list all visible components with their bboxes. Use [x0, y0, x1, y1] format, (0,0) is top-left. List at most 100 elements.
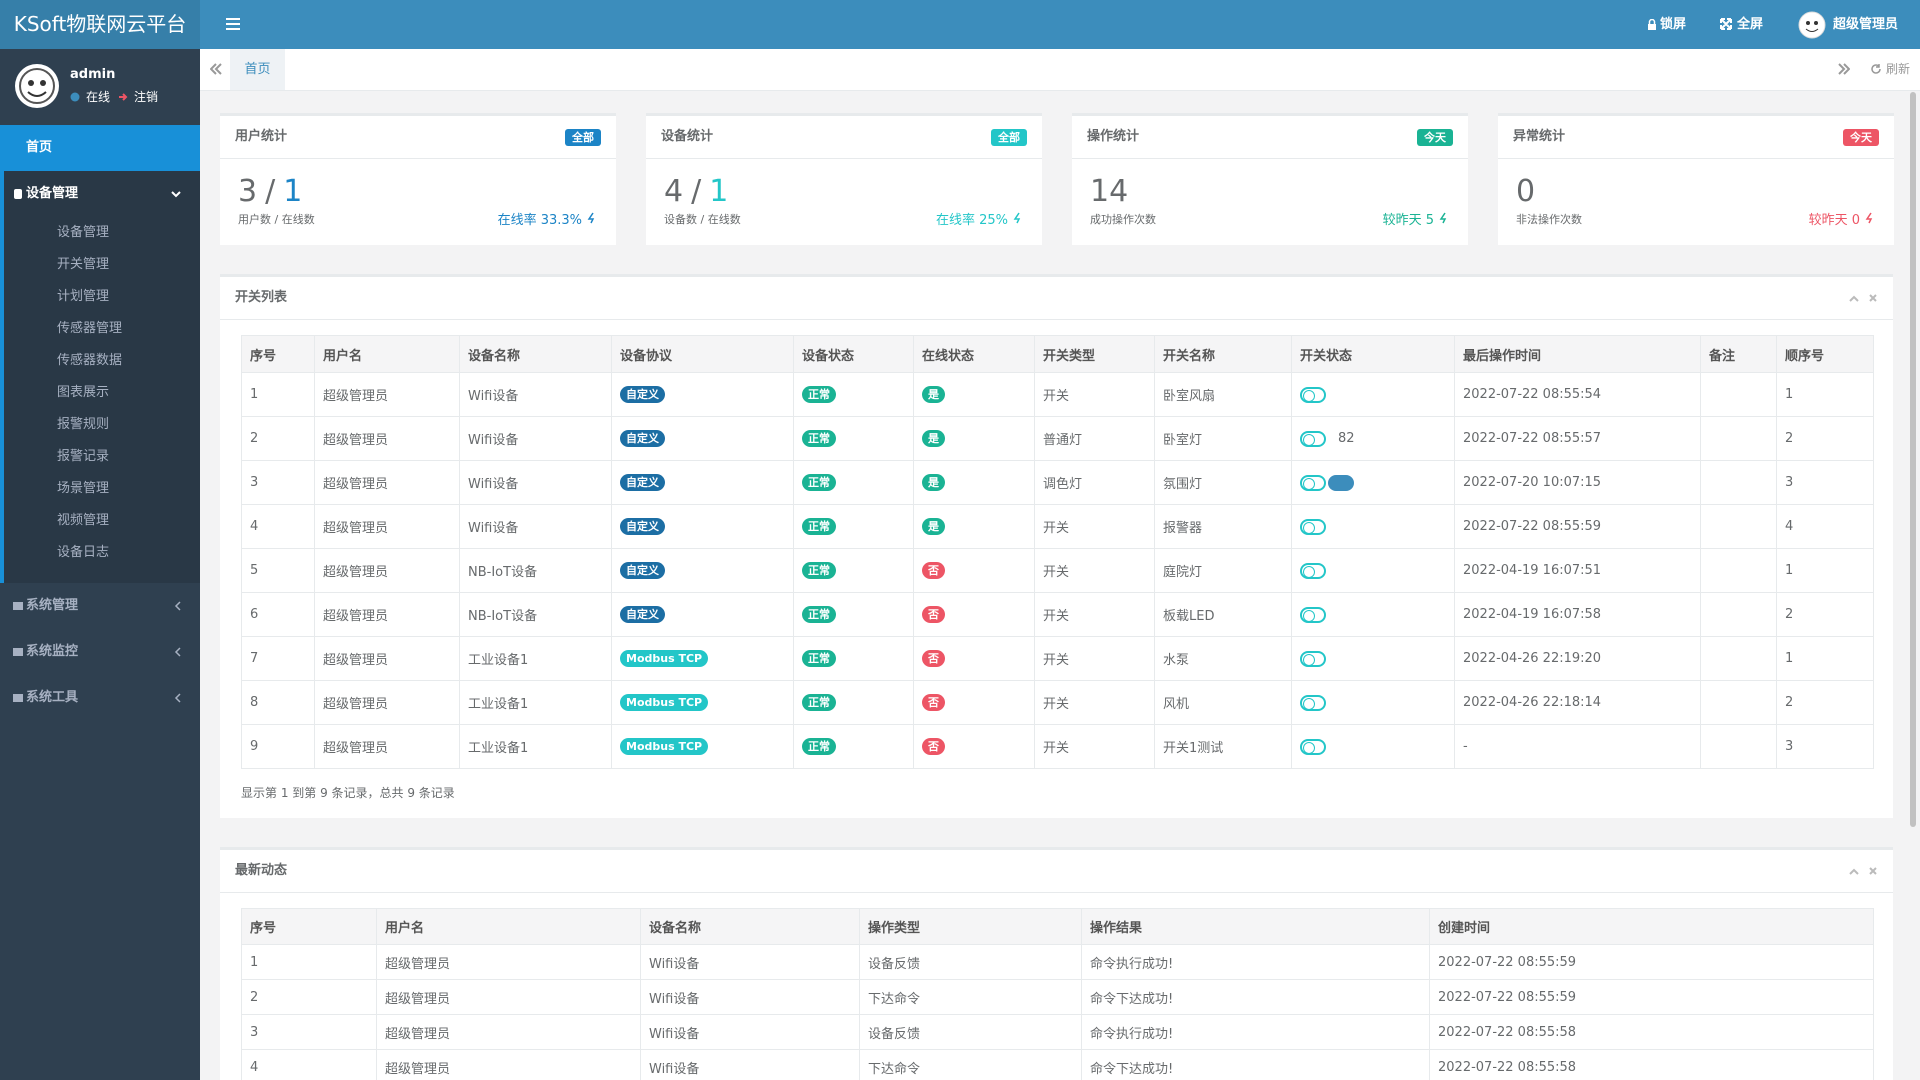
- cell: 2: [1776, 680, 1874, 725]
- user-avatar[interactable]: [1798, 11, 1826, 39]
- menu-icon: [13, 602, 23, 610]
- badge: Modbus TCP: [620, 650, 709, 667]
- tab-prev[interactable]: [210, 63, 222, 75]
- submenu-item[interactable]: 传感器管理: [57, 321, 123, 336]
- cell: 正常: [793, 680, 914, 725]
- cell: [1700, 372, 1777, 417]
- panel-tools[interactable]: [1849, 866, 1879, 876]
- refresh[interactable]: 刷新: [1886, 62, 1911, 76]
- menu-item[interactable]: 系统管理: [26, 598, 79, 613]
- stat-card: 用户统计 全部 3/1 用户数 / 在线数 在线率 33.3%: [220, 113, 616, 245]
- column-header: 设备名称: [459, 335, 612, 373]
- submenu-item[interactable]: 开关管理: [57, 257, 110, 272]
- stat-badge[interactable]: 全部: [565, 129, 601, 146]
- cell: [1291, 548, 1455, 593]
- logout[interactable]: 注销: [134, 90, 159, 104]
- switch-toggle[interactable]: [1300, 562, 1326, 579]
- badge: 是: [922, 386, 945, 403]
- fullscreen[interactable]: 全屏: [1737, 17, 1764, 32]
- cell: 报警器: [1154, 504, 1292, 549]
- badge: 正常: [802, 562, 836, 579]
- cell: [1700, 724, 1777, 769]
- cell: 自定义: [611, 548, 794, 593]
- switch-toggle[interactable]: [1300, 606, 1326, 623]
- stat-note-icon: [587, 212, 595, 224]
- table-body: 1 超级管理员 Wifi设备 自定义 正常是开关 卧室风扇 2022-07-22 08:55…: [241, 372, 1874, 769]
- cell: -: [1454, 724, 1701, 769]
- stat-badge[interactable]: 今天: [1417, 129, 1453, 146]
- submenu-item[interactable]: 视频管理: [57, 513, 110, 528]
- cell: 自定义: [611, 460, 794, 505]
- cell: 超级管理员: [314, 460, 460, 505]
- cell: 2: [241, 416, 315, 461]
- tab-home[interactable]: 首页: [230, 49, 285, 90]
- submenu-item[interactable]: 报警记录: [57, 449, 110, 464]
- cell: 9: [241, 724, 315, 769]
- user-name[interactable]: 超级管理员: [1833, 17, 1899, 32]
- badge: 正常: [802, 518, 836, 535]
- cell: 否: [913, 548, 1035, 593]
- table-row: 7 超级管理员 工业设备1 Modbus TCP 正常 否 开关 水泵 2022-04-26 2…: [241, 636, 1874, 681]
- logo[interactable]: KSoft物联网云平台: [0, 0, 200, 49]
- cell: 4: [241, 1049, 377, 1080]
- stat-number: 4: [664, 174, 684, 209]
- column-header: 序号: [241, 335, 315, 373]
- submenu-item[interactable]: 设备管理: [57, 225, 110, 240]
- top-bar: KSoft物联网云平台 锁屏 全屏 超级管理员: [0, 0, 1920, 49]
- stat-label: 用户数 / 在线数: [238, 213, 315, 226]
- switch-toggle[interactable]: [1300, 430, 1326, 447]
- cell: [1700, 416, 1777, 461]
- stat-label: 设备数 / 在线数: [664, 213, 741, 226]
- stat-badge[interactable]: 今天: [1843, 129, 1879, 146]
- submenu-item[interactable]: 场景管理: [57, 481, 110, 496]
- cell: [1291, 460, 1455, 505]
- cell: [1291, 592, 1455, 637]
- submenu-item[interactable]: 计划管理: [57, 289, 110, 304]
- stat-number: 1: [709, 174, 729, 209]
- switch-toggle[interactable]: [1300, 386, 1326, 403]
- cell: Wifi设备: [459, 460, 612, 505]
- cell: 否: [913, 636, 1035, 681]
- menu-item[interactable]: 系统工具: [26, 690, 79, 705]
- stat-badge[interactable]: 全部: [991, 129, 1027, 146]
- tab-next[interactable]: [1838, 63, 1850, 75]
- column-header: 开关类型: [1034, 335, 1155, 373]
- submenu-item[interactable]: 设备日志: [57, 545, 110, 560]
- menu-item[interactable]: 设备管理: [26, 186, 79, 201]
- submenu-item[interactable]: 传感器数据: [57, 353, 123, 368]
- menu-toggle[interactable]: [226, 18, 240, 30]
- cell: NB-IoT设备: [459, 592, 612, 637]
- menu-icon: [13, 694, 23, 702]
- cell: 超级管理员: [314, 416, 460, 461]
- switch-toggle[interactable]: [1300, 738, 1326, 755]
- panel-tools[interactable]: [1849, 293, 1879, 303]
- cell: [1700, 636, 1777, 681]
- badge: 否: [922, 606, 945, 623]
- table-row: 2 超级管理员 Wifi设备 自定义 正常是普通灯 卧室灯 82 2022-07-22 08:…: [241, 416, 1874, 461]
- badge: 自定义: [620, 430, 665, 447]
- cell: 2022-07-22 08:55:57: [1454, 416, 1701, 461]
- lock-screen[interactable]: 锁屏: [1660, 17, 1687, 32]
- stat-card: 异常统计 今天 0 非法操作次数 较昨天 0: [1498, 113, 1894, 245]
- cell: 3: [241, 1014, 377, 1050]
- menu-item[interactable]: 首页: [0, 125, 200, 171]
- badge: 正常: [802, 650, 836, 667]
- submenu-item[interactable]: 图表展示: [57, 385, 110, 400]
- cell: 超级管理员: [314, 724, 460, 769]
- cell: 1: [1776, 548, 1874, 593]
- cell: 工业设备1: [459, 636, 612, 681]
- submenu-item[interactable]: 报警规则: [57, 417, 110, 432]
- switch-toggle[interactable]: [1300, 518, 1326, 535]
- cell: 2022-04-26 22:18:14: [1454, 680, 1701, 725]
- cell: 超级管理员: [314, 372, 460, 417]
- menu-item[interactable]: 系统监控: [26, 644, 79, 659]
- cell: [1291, 724, 1455, 769]
- header-row: 序号 用户名 设备名称 操作类型 操作结果 创建时间: [241, 908, 1874, 945]
- cell: [1700, 592, 1777, 637]
- switch-toggle[interactable]: [1300, 474, 1326, 491]
- cell: 2: [241, 979, 377, 1015]
- switch-toggle[interactable]: [1300, 694, 1326, 711]
- cell: 自定义: [611, 504, 794, 549]
- switch-toggle[interactable]: [1300, 650, 1326, 667]
- fullscreen-icon: [1720, 18, 1732, 30]
